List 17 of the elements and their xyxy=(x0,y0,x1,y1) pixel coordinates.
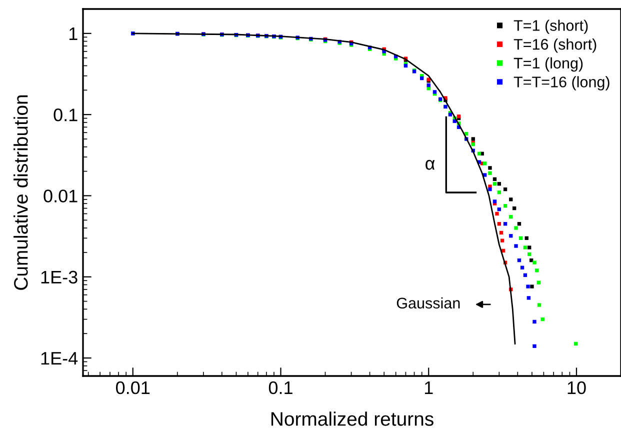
legend-label: T=16 (short) xyxy=(514,38,596,53)
legend-label: T=1 (short) xyxy=(514,20,588,34)
x-tick-label: 0.1 xyxy=(268,381,292,394)
x-axis-title: Normalized returns xyxy=(271,412,434,426)
y-tick-label: 0.1 xyxy=(54,108,78,122)
annotation: Gaussian xyxy=(396,297,460,309)
x-tick-label: 10 xyxy=(568,381,586,394)
legend-label: T=1 (long) xyxy=(514,57,583,72)
y-axis-title: Cumulative distribution xyxy=(14,95,28,290)
y-tick-label: 0.01 xyxy=(44,190,78,202)
y-tick-label: 1E-4 xyxy=(41,352,78,365)
x-tick-label: 1 xyxy=(424,382,433,394)
legend-label: T=T=16 (long) xyxy=(514,76,610,90)
y-tick-label: 1E-3 xyxy=(41,270,78,284)
annotation: α xyxy=(426,160,435,170)
x-tick-label: 0.01 xyxy=(116,381,150,394)
y-tick-label: 1 xyxy=(69,28,78,40)
